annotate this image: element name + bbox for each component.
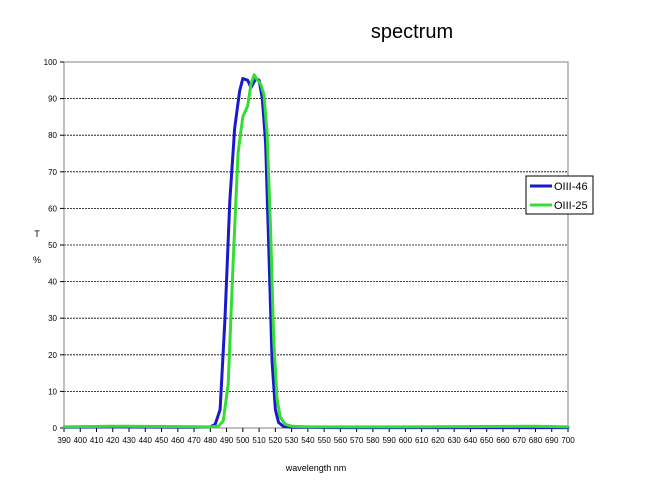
legend-box (525, 175, 594, 215)
x-axis-ticks: 390 400 410 420 430 440 450 460 470 480 490 500 510 5… (57, 428, 575, 445)
x-tick-label-680: 680 (529, 436, 543, 445)
x-tick-label-420: 420 (106, 436, 120, 445)
x-tick-label-500: 500 (236, 436, 250, 445)
series-line-oiii-46 (62, 77, 570, 430)
legend: OIII-46 OIII-25 (525, 175, 594, 215)
x-tick-label-510: 510 (252, 436, 266, 445)
x-tick-label-580: 580 (366, 436, 380, 445)
x-tick-label-520: 520 (269, 436, 283, 445)
x-tick-label-590: 590 (382, 436, 396, 445)
x-tick-label-610: 610 (415, 436, 429, 445)
x-tick-label-440: 440 (139, 436, 153, 445)
x-tick-label-480: 480 (204, 436, 218, 445)
series-line-oiii-25 (62, 73, 570, 429)
y-tick-label-60: 60 (48, 204, 57, 213)
x-tick-label-600: 600 (399, 436, 413, 445)
x-tick-label-620: 620 (431, 436, 445, 445)
y-axis-label-percent: % (33, 255, 41, 265)
x-tick-label-630: 630 (448, 436, 462, 445)
x-tick-label-660: 660 (496, 436, 510, 445)
y-tick-label-50: 50 (48, 241, 57, 250)
x-tick-label-430: 430 (122, 436, 136, 445)
legend-label-oiii-46: OIII-46 (554, 181, 588, 193)
x-tick-label-650: 650 (480, 436, 494, 445)
legend-label-oiii-25: OIII-25 (554, 200, 588, 212)
y-axis-label-t: T (34, 229, 40, 239)
series-layer (62, 73, 570, 430)
y-tick-label-100: 100 (44, 58, 58, 67)
x-tick-label-530: 530 (285, 436, 299, 445)
x-tick-label-640: 640 (464, 436, 478, 445)
x-tick-label-690: 690 (545, 436, 559, 445)
y-tick-label-40: 40 (48, 278, 57, 287)
x-tick-label-470: 470 (187, 436, 201, 445)
y-axis-ticks: 0 10 20 30 40 50 60 70 80 90 100 (44, 58, 64, 433)
y-tick-label-0: 0 (53, 424, 58, 433)
x-tick-label-410: 410 (90, 436, 104, 445)
grid-lines (64, 98, 568, 392)
x-tick-label-550: 550 (317, 436, 331, 445)
x-tick-label-460: 460 (171, 436, 185, 445)
x-tick-label-700: 700 (561, 436, 575, 445)
y-tick-label-10: 10 (48, 387, 57, 396)
x-axis-label: wavelength nm (285, 463, 347, 473)
x-tick-label-450: 450 (155, 436, 169, 445)
x-tick-label-540: 540 (301, 436, 315, 445)
y-tick-label-30: 30 (48, 314, 57, 323)
x-tick-label-390: 390 (57, 436, 71, 445)
x-tick-label-560: 560 (334, 436, 348, 445)
x-tick-label-400: 400 (74, 436, 88, 445)
y-tick-label-20: 20 (48, 351, 57, 360)
chart-title: spectrum (371, 21, 453, 43)
y-tick-label-70: 70 (48, 168, 57, 177)
x-tick-label-490: 490 (220, 436, 234, 445)
y-tick-label-90: 90 (48, 95, 57, 104)
y-tick-label-80: 80 (48, 131, 57, 140)
x-tick-label-570: 570 (350, 436, 364, 445)
x-tick-label-670: 670 (513, 436, 527, 445)
